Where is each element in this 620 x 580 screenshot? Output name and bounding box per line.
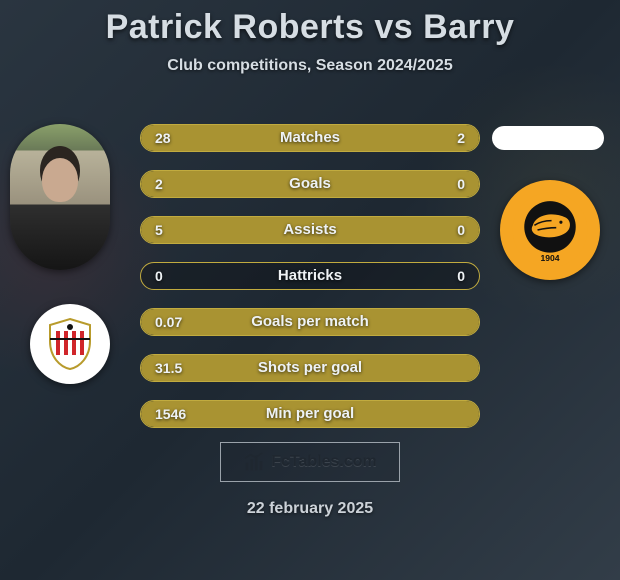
club-badge-right: 1904 xyxy=(500,180,600,280)
player-photo-right-placeholder xyxy=(492,126,604,150)
date-line: 22 february 2025 xyxy=(0,500,620,518)
stat-row: 0.07Goals per match xyxy=(140,308,480,336)
stat-value-left: 0 xyxy=(155,263,163,289)
club-right-year: 1904 xyxy=(540,253,559,263)
stat-value-left: 2 xyxy=(155,171,163,197)
page-title: Patrick Roberts vs Barry xyxy=(0,0,620,47)
chart-icon xyxy=(243,451,265,473)
bar-left xyxy=(141,355,479,381)
bar-left xyxy=(141,125,455,151)
stat-row: 20Goals xyxy=(140,170,480,198)
stat-label: Hattricks xyxy=(141,263,479,289)
brand-text: FcTables.com xyxy=(271,453,377,471)
stat-value-right: 0 xyxy=(457,171,465,197)
stat-value-right: 2 xyxy=(457,125,465,151)
bar-left xyxy=(141,217,479,243)
stat-value-left: 28 xyxy=(155,125,171,151)
shield-icon xyxy=(46,317,94,371)
bar-left xyxy=(141,171,479,197)
stat-value-left: 0.07 xyxy=(155,309,182,335)
stat-row: 282Matches xyxy=(140,124,480,152)
stat-row: 31.5Shots per goal xyxy=(140,354,480,382)
stat-value-left: 5 xyxy=(155,217,163,243)
bar-left xyxy=(141,309,479,335)
stats-area: 282Matches20Goals50Assists00Hattricks0.0… xyxy=(140,124,480,446)
stat-row: 50Assists xyxy=(140,216,480,244)
stat-row: 0 0Hattricks xyxy=(140,262,480,290)
brand-box[interactable]: FcTables.com xyxy=(220,442,400,482)
bar-left xyxy=(141,401,479,427)
stat-value-right: 0 xyxy=(457,263,465,289)
stat-value-right: 0 xyxy=(457,217,465,243)
club-badge-left xyxy=(30,304,110,384)
stat-value-left: 31.5 xyxy=(155,355,182,381)
subtitle: Club competitions, Season 2024/2025 xyxy=(0,57,620,75)
stat-value-left: 1546 xyxy=(155,401,186,427)
stat-row: 1546Min per goal xyxy=(140,400,480,428)
player-photo-left xyxy=(10,124,110,270)
